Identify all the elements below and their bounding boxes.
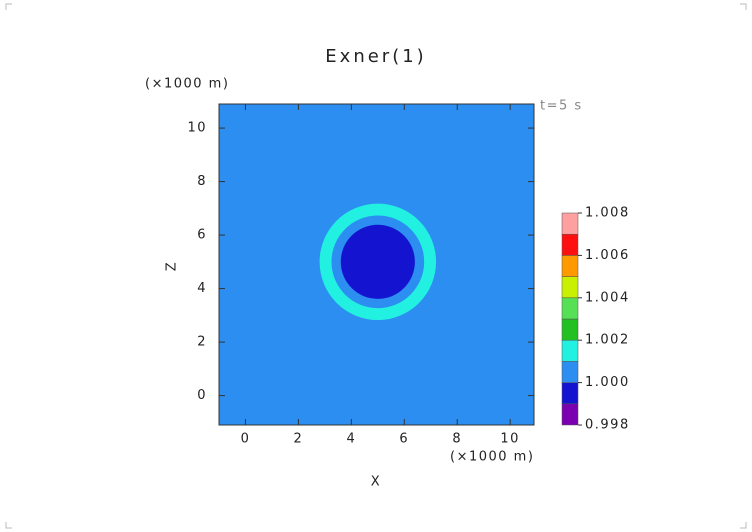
plot-frame <box>218 103 535 426</box>
x-axis-label: X <box>371 475 381 490</box>
y-tick-label: 6 <box>197 228 207 243</box>
colorbar-box <box>561 361 579 383</box>
x-tick-label: 4 <box>346 432 356 447</box>
colorbar-box <box>561 318 579 341</box>
y-axis-label: Z <box>165 261 180 271</box>
y-tick-label: 4 <box>197 281 207 296</box>
x-tick-label: 2 <box>294 432 304 447</box>
colorbar-box <box>561 212 579 235</box>
x-tick-label: 8 <box>452 432 462 447</box>
y-tick-label: 0 <box>197 388 207 403</box>
y-tick-label: 2 <box>197 335 207 350</box>
colorbar-box <box>561 382 579 405</box>
colorbar-label: 1.000 <box>585 375 630 390</box>
colorbar-box <box>561 255 579 277</box>
y-tick-label: 10 <box>187 121 207 136</box>
x-tick-label: 0 <box>241 432 251 447</box>
x-tick-label: 6 <box>399 432 409 447</box>
chart-title: Exner(1) <box>325 46 426 67</box>
colorbar-box <box>561 403 579 426</box>
x-tick-label: 10 <box>500 432 520 447</box>
colorbar-label: 1.004 <box>585 290 630 305</box>
colorbar-box <box>561 276 579 299</box>
y-tick-label: 8 <box>197 174 207 189</box>
colorbar-label: 1.002 <box>585 333 630 348</box>
contour-region <box>340 224 415 299</box>
colorbar-label: 1.008 <box>585 206 630 221</box>
colorbar-box <box>561 233 579 256</box>
y-unit: (×1000 m) <box>145 77 229 92</box>
colorbar-box <box>561 339 579 362</box>
colorbar-label: 1.006 <box>585 248 630 263</box>
time-annotation: t=5 s <box>540 99 583 114</box>
x-unit: (×1000 m) <box>450 450 534 465</box>
colorbar-box <box>561 297 579 320</box>
colorbar-label: 0.998 <box>585 418 630 433</box>
page-corners <box>5 3 747 529</box>
